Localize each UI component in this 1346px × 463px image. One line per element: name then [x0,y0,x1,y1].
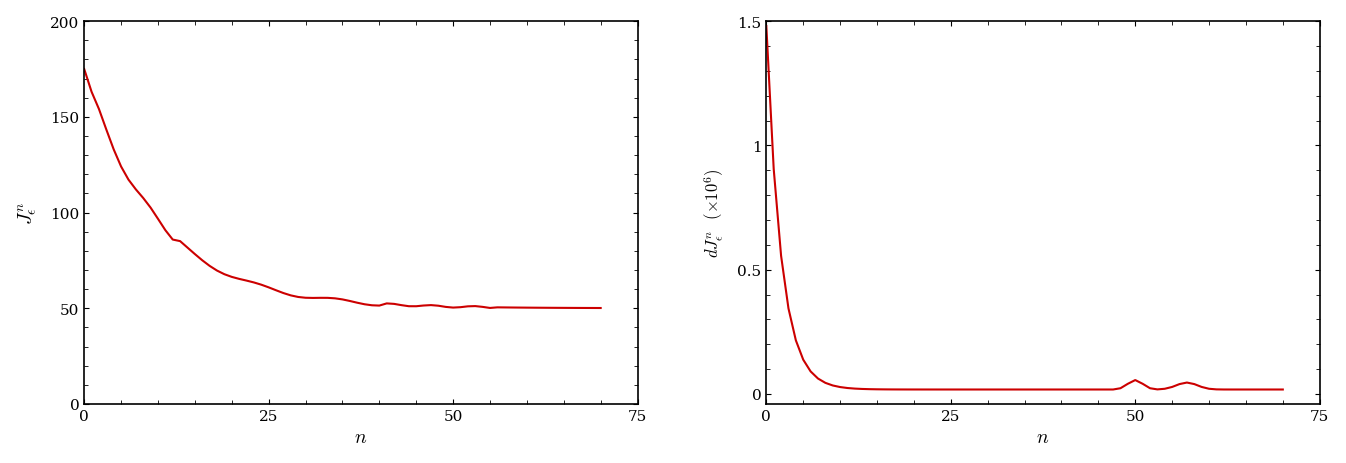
Y-axis label: $J_{\epsilon}^{n}$: $J_{\epsilon}^{n}$ [16,202,39,225]
X-axis label: $n$: $n$ [354,428,367,446]
X-axis label: $n$: $n$ [1036,428,1050,446]
Y-axis label: $dJ_{\epsilon}^{n}$  $(\times 10^6)$: $dJ_{\epsilon}^{n}$ $(\times 10^6)$ [703,169,727,257]
